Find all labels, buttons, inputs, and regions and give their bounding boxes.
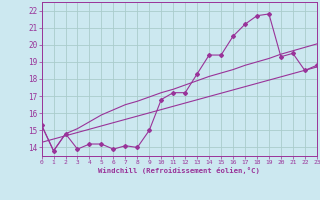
X-axis label: Windchill (Refroidissement éolien,°C): Windchill (Refroidissement éolien,°C) [98,167,260,174]
